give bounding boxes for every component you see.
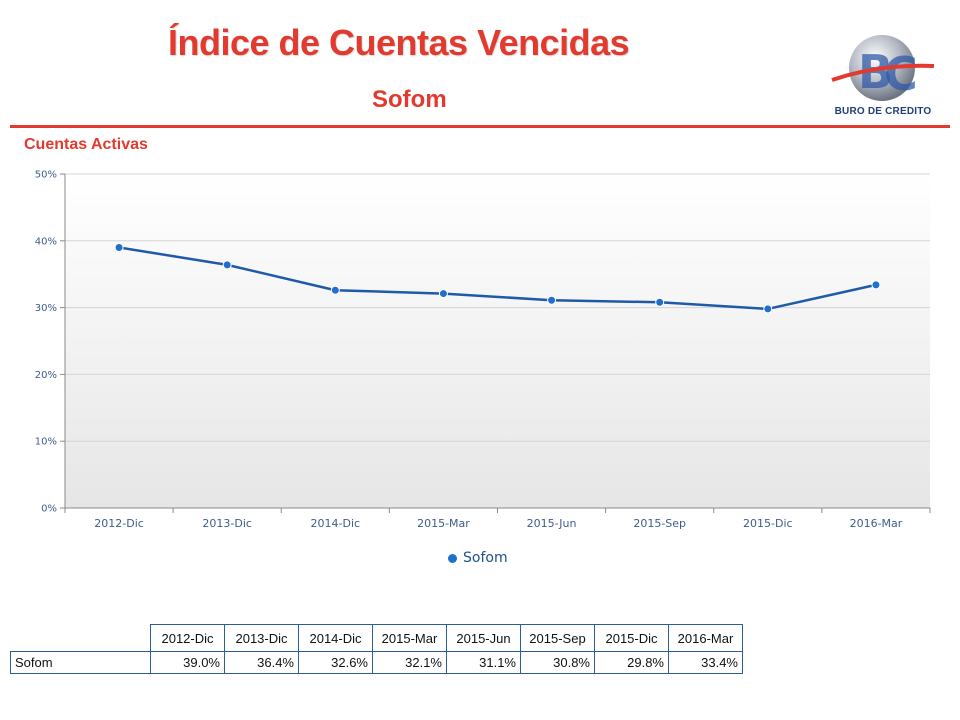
line-chart: 0% 10% 20% 30% 40% 50% 2012-Dic 2013-Dic 2014-D… xyxy=(35,170,931,530)
table-cell: 36.4% xyxy=(224,651,299,674)
legend-marker xyxy=(448,553,457,563)
y-tick-label: 10% xyxy=(35,437,57,448)
data-point[interactable] xyxy=(763,304,773,314)
data-point[interactable] xyxy=(871,280,881,290)
series-sofom xyxy=(114,242,881,314)
page-subtitle: Sofom xyxy=(372,86,447,113)
x-tick-label: 2015-Jun xyxy=(527,517,577,530)
table-cell: 39.0% xyxy=(150,651,225,674)
table-header-cell: 2016-Mar xyxy=(668,624,743,652)
x-axis-ticks: 2012-Dic 2013-Dic 2014-Dic 2015-Mar 2015-Jun… xyxy=(64,508,931,530)
y-tick-label: 20% xyxy=(35,370,57,381)
chart-legend[interactable]: Sofom xyxy=(448,550,508,566)
table-header-cell: 2015-Jun xyxy=(446,624,521,652)
x-tick-label: 2015-Sep xyxy=(633,517,686,530)
header-divider xyxy=(10,125,950,128)
x-tick-label: 2016-Mar xyxy=(850,517,903,530)
legend-label-sofom: Sofom xyxy=(463,550,508,566)
data-point[interactable] xyxy=(330,285,340,295)
logo-caption: BURO DE CREDITO xyxy=(834,106,932,117)
table-header-cell: 2014-Dic xyxy=(298,624,373,652)
data-point[interactable] xyxy=(655,297,665,307)
data-point[interactable] xyxy=(438,289,448,299)
buro-de-credito-logo: B C BURO DE CREDITO xyxy=(824,26,942,122)
table-header-cell: 2015-Dic xyxy=(594,624,669,652)
y-tick-label: 0% xyxy=(41,504,57,515)
y-tick-label: 50% xyxy=(35,170,57,181)
chart-title: Cuentas Activas xyxy=(24,136,148,153)
table-cell: 32.6% xyxy=(298,651,373,674)
table-cell: 32.1% xyxy=(372,651,447,674)
table-cell: 30.8% xyxy=(520,651,595,674)
table-header-cell: 2015-Mar xyxy=(372,624,447,652)
logo-emblem-icon: B C xyxy=(831,35,935,101)
plot-area xyxy=(65,174,930,508)
y-tick-label: 30% xyxy=(35,303,57,314)
x-tick-label: 2015-Mar xyxy=(417,517,470,530)
table-row-label: Sofom xyxy=(10,651,151,674)
table-header-cell: 2015-Sep xyxy=(520,624,595,652)
x-tick-label: 2013-Dic xyxy=(202,517,252,530)
svg-text:C: C xyxy=(884,47,918,101)
data-point[interactable] xyxy=(547,295,557,305)
table-cell: 33.4% xyxy=(668,651,743,674)
x-tick-label: 2015-Dic xyxy=(743,517,793,530)
series-line xyxy=(118,246,877,311)
data-table: 2012-Dic 2013-Dic 2014-Dic 2015-Mar 2015… xyxy=(10,624,743,674)
table-cell: 31.1% xyxy=(446,651,521,674)
table-cell: 29.8% xyxy=(594,651,669,674)
table-row: Sofom 39.0% 36.4% 32.6% 32.1% 31.1% 30.8… xyxy=(10,651,743,674)
table-corner xyxy=(10,624,151,652)
x-tick-label: 2014-Dic xyxy=(311,517,361,530)
data-point[interactable] xyxy=(114,242,124,252)
page-title: Índice de Cuentas Vencidas xyxy=(168,22,630,63)
table-header-cell: 2013-Dic xyxy=(224,624,299,652)
table-header-cell: 2012-Dic xyxy=(150,624,225,652)
data-point[interactable] xyxy=(222,260,232,270)
gridlines xyxy=(65,173,930,442)
y-tick-label: 40% xyxy=(35,236,57,247)
y-axis-ticks: 0% 10% 20% 30% 40% 50% xyxy=(35,170,65,515)
table-header-row: 2012-Dic 2013-Dic 2014-Dic 2015-Mar 2015… xyxy=(10,624,743,652)
x-tick-label: 2012-Dic xyxy=(94,517,144,530)
